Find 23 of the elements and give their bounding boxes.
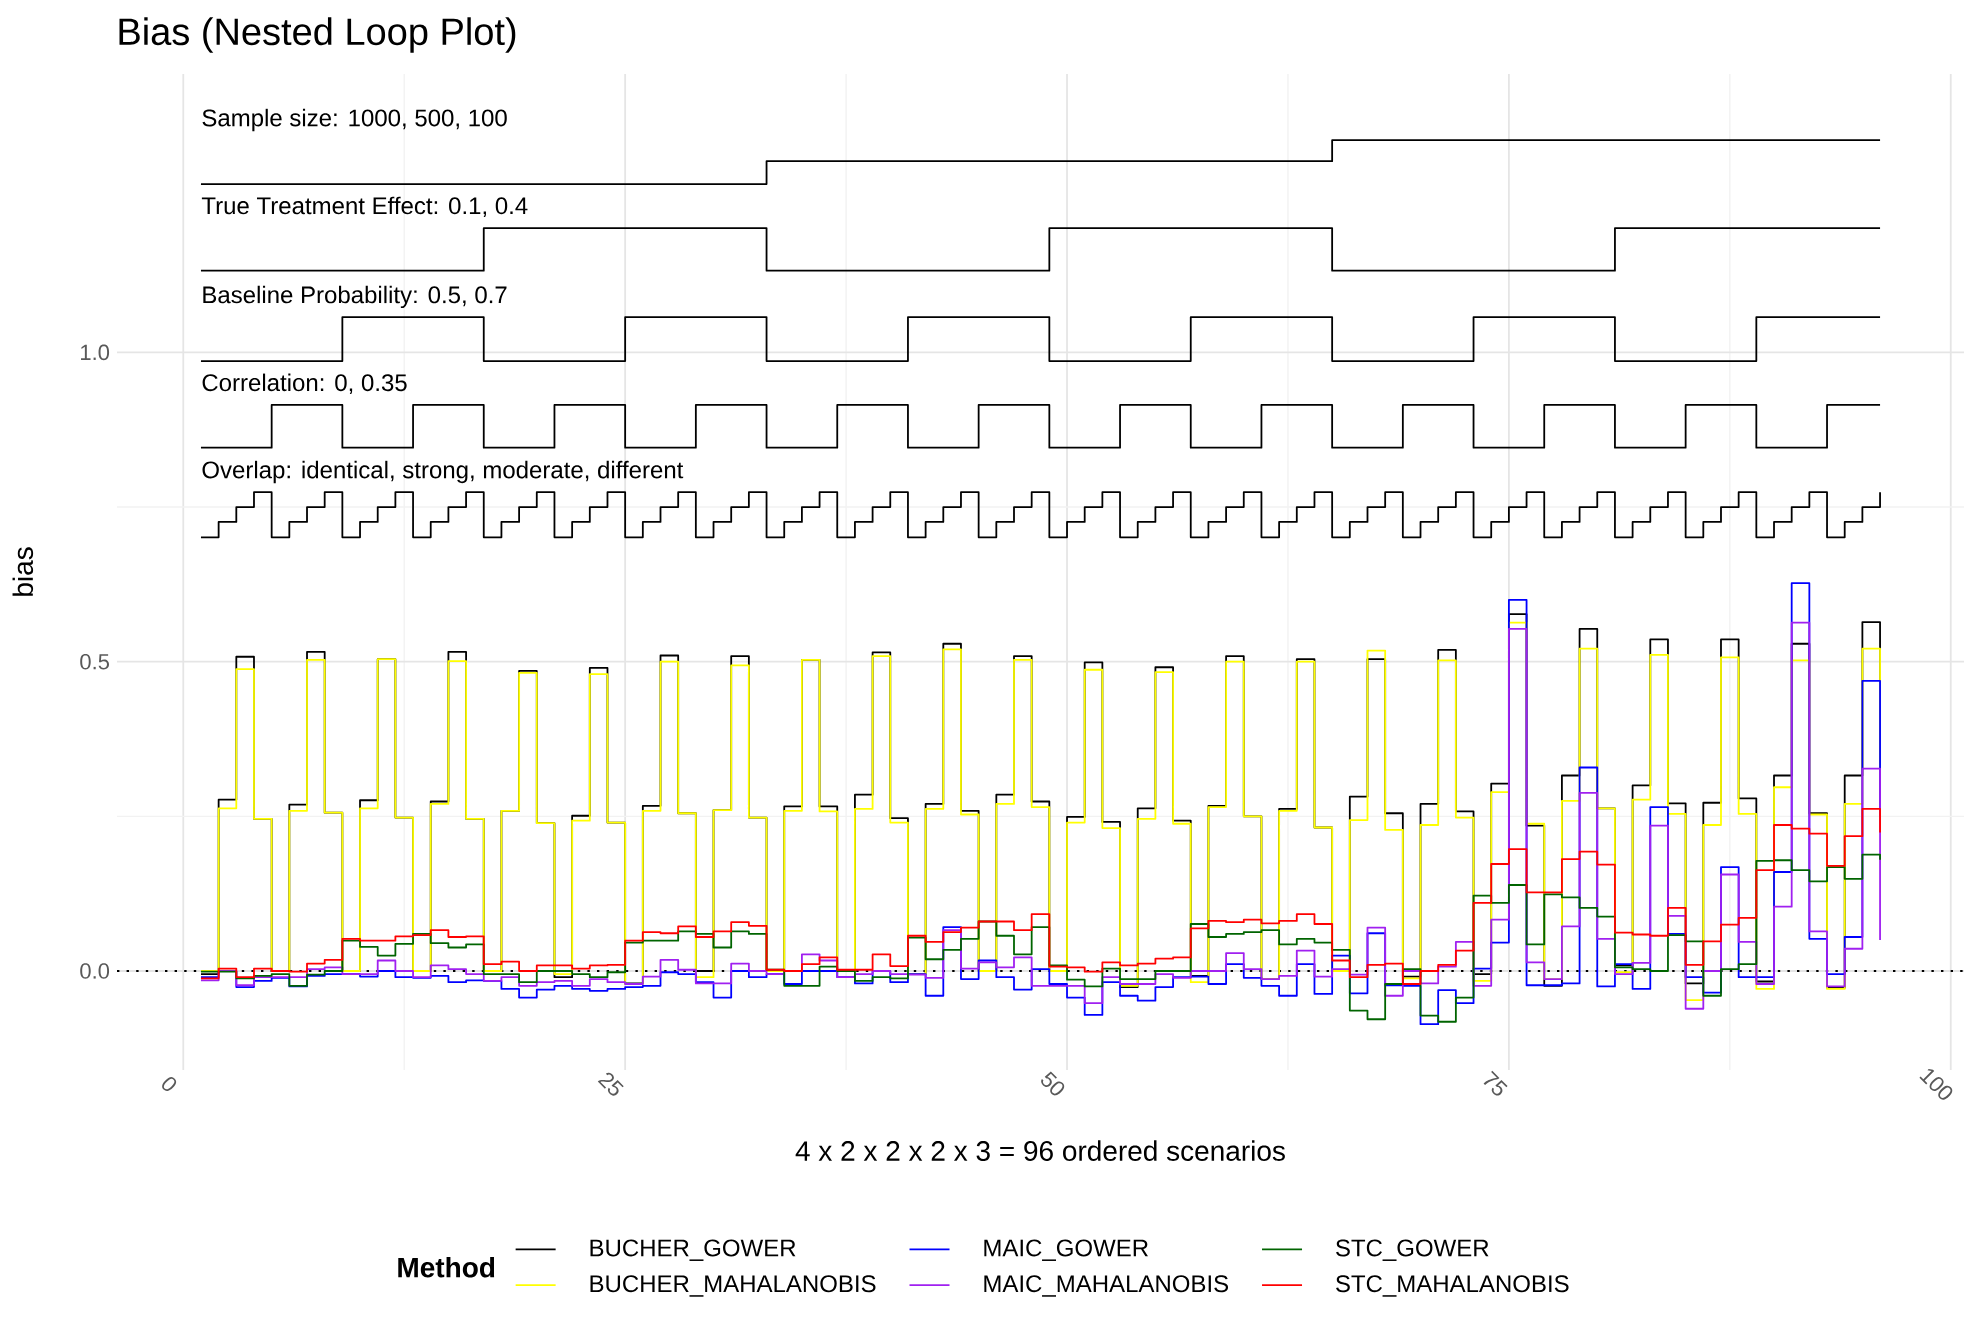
x-axis-title: 4 x 2 x 2 x 2 x 3 = 96 ordered scenarios: [795, 1140, 1285, 1161]
x-tick-label: 75: [1483, 1070, 1508, 1096]
x-tick-label: 0: [162, 1077, 177, 1092]
annotation: Sample size: 1000, 500, 100: [202, 108, 507, 132]
annotation: Correlation: 0, 0.35: [202, 373, 407, 395]
legend-label: STC_GOWER: [1336, 1239, 1489, 1261]
y-tick-label: 1.0: [81, 344, 110, 361]
legend-label: STC_MAHALANOBIS: [1336, 1275, 1569, 1297]
x-tick-label: 100: [1919, 1069, 1953, 1100]
legend-title: Method: [398, 1256, 495, 1278]
x-tick-label: 50: [1041, 1071, 1065, 1096]
y-axis-title: bias: [12, 547, 34, 596]
annotation: Overlap: identical, strong, moderate, different: [202, 460, 684, 484]
y-tick-label: 0.5: [80, 653, 109, 670]
annotation: True Treatment Effect: 0.1, 0.4: [201, 196, 528, 218]
legend-label: BUCHER_MAHALANOBIS: [590, 1275, 876, 1297]
y-tick-label: 0.0: [80, 963, 110, 979]
legend-label: BUCHER_GOWER: [590, 1239, 796, 1261]
legend-label: MAIC_MAHALANOBIS: [984, 1275, 1229, 1297]
annotation: Baseline Probability: 0.5, 0.7: [203, 285, 507, 309]
x-tick-label: 25: [597, 1072, 624, 1096]
legend-label: MAIC_GOWER: [984, 1239, 1148, 1261]
chart-title: Bias (Nested Loop Plot): [119, 17, 516, 53]
